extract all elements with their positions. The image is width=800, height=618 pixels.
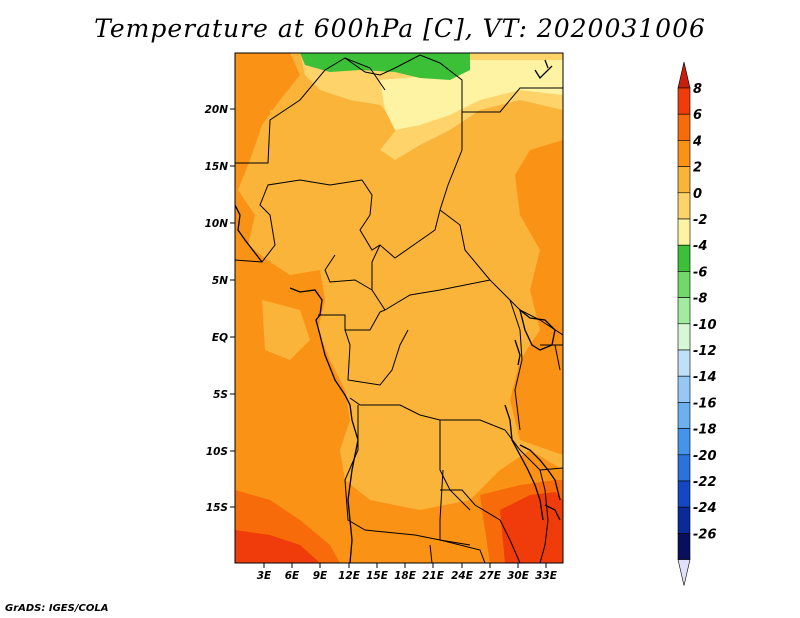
colorbar-swatch (677, 323, 691, 351)
colorbar-label: -8 (693, 292, 707, 307)
lon-label: 24E (451, 570, 474, 582)
colorbar-swatch (677, 87, 691, 115)
colorbar-swatch (677, 533, 691, 560)
colorbar-swatch (677, 402, 691, 429)
colorbar-label: -24 (693, 501, 717, 516)
colorbar-top-arrow (677, 61, 691, 89)
colorbar-label: -4 (693, 239, 707, 254)
colorbar-label: -26 (693, 527, 717, 542)
colorbar: 8 6 4 2 0 -2 -4 -6 -8 -10 -12 -14 -16 -18 -20 -22 -24 -26 (677, 61, 717, 586)
chart-title: Temperature at 600hPa [C], VT: 202003100… (94, 14, 706, 43)
colorbar-label: -22 (693, 475, 717, 490)
field-deep-red-south (235, 530, 320, 563)
colorbar-label: -6 (693, 265, 707, 280)
lon-label: 27E (479, 570, 502, 582)
colorbar-swatch (677, 454, 691, 482)
colorbar-swatch (677, 192, 691, 220)
colorbar-label: -12 (693, 344, 717, 359)
lon-axis: 3E 6E 9E 12E 15E 18E 21E 24E 27E 30E 33E (257, 563, 558, 582)
lat-label: EQ (212, 332, 228, 344)
lon-label: 21E (422, 570, 445, 582)
credit-text: GrADS: IGES/COLA (5, 603, 109, 614)
colorbar-swatch (677, 480, 691, 508)
lon-label: 12E (338, 570, 361, 582)
lat-label: 10N (205, 218, 229, 230)
colorbar-swatch (677, 166, 691, 194)
field-light-patch-2 (360, 410, 430, 470)
colorbar-label: 8 (693, 82, 702, 97)
colorbar-label: 6 (693, 108, 702, 123)
colorbar-label: -20 (693, 449, 717, 464)
colorbar-swatch (677, 113, 691, 141)
coastlines (235, 59, 561, 563)
lat-label: 15N (205, 161, 229, 173)
field-warm-zone-west (235, 53, 563, 563)
lon-label: 3E (257, 570, 272, 582)
lat-label: 5S (213, 389, 228, 401)
colorbar-swatch (677, 349, 691, 377)
colorbar-label: -2 (693, 213, 707, 228)
colorbar-swatch (677, 375, 691, 403)
colorbar-label: 2 (693, 161, 702, 176)
colorbar-label: 0 (693, 187, 702, 202)
colorbar-swatch (677, 428, 691, 456)
field-warm-zone-east (510, 140, 563, 455)
colorbar-swatch (677, 218, 691, 246)
lon-label: 30E (507, 570, 530, 582)
colorbar-label: -10 (693, 318, 717, 333)
field-light-patch-3 (270, 110, 320, 160)
country-borders (235, 54, 563, 563)
colorbar-swatch (677, 271, 691, 298)
colorbar-swatch (677, 506, 691, 534)
lat-label: 20N (205, 104, 229, 116)
lat-axis: 20N 15N 10N 5N EQ 5S 10S 15S (205, 104, 235, 514)
field-light-patch-1 (262, 300, 310, 360)
colorbar-bottom-arrow (677, 559, 691, 586)
lon-label: 33E (535, 570, 558, 582)
colorbar-swatch (677, 140, 691, 167)
lat-label: 10S (206, 446, 228, 458)
plot-frame (234, 52, 564, 564)
lon-label: 6E (285, 570, 300, 582)
colorbar-label: 4 (692, 134, 702, 149)
lon-label: 18E (394, 570, 417, 582)
colorbar-swatch (677, 297, 691, 325)
lat-label: 15S (206, 502, 228, 514)
lon-label: 9E (313, 570, 328, 582)
colorbar-label: -16 (693, 396, 717, 411)
colorbar-swatch (677, 244, 691, 272)
lon-label: 15E (366, 570, 389, 582)
colorbar-label: -18 (693, 423, 717, 438)
colorbar-label: -14 (693, 370, 717, 385)
lat-label: 5N (212, 275, 228, 287)
